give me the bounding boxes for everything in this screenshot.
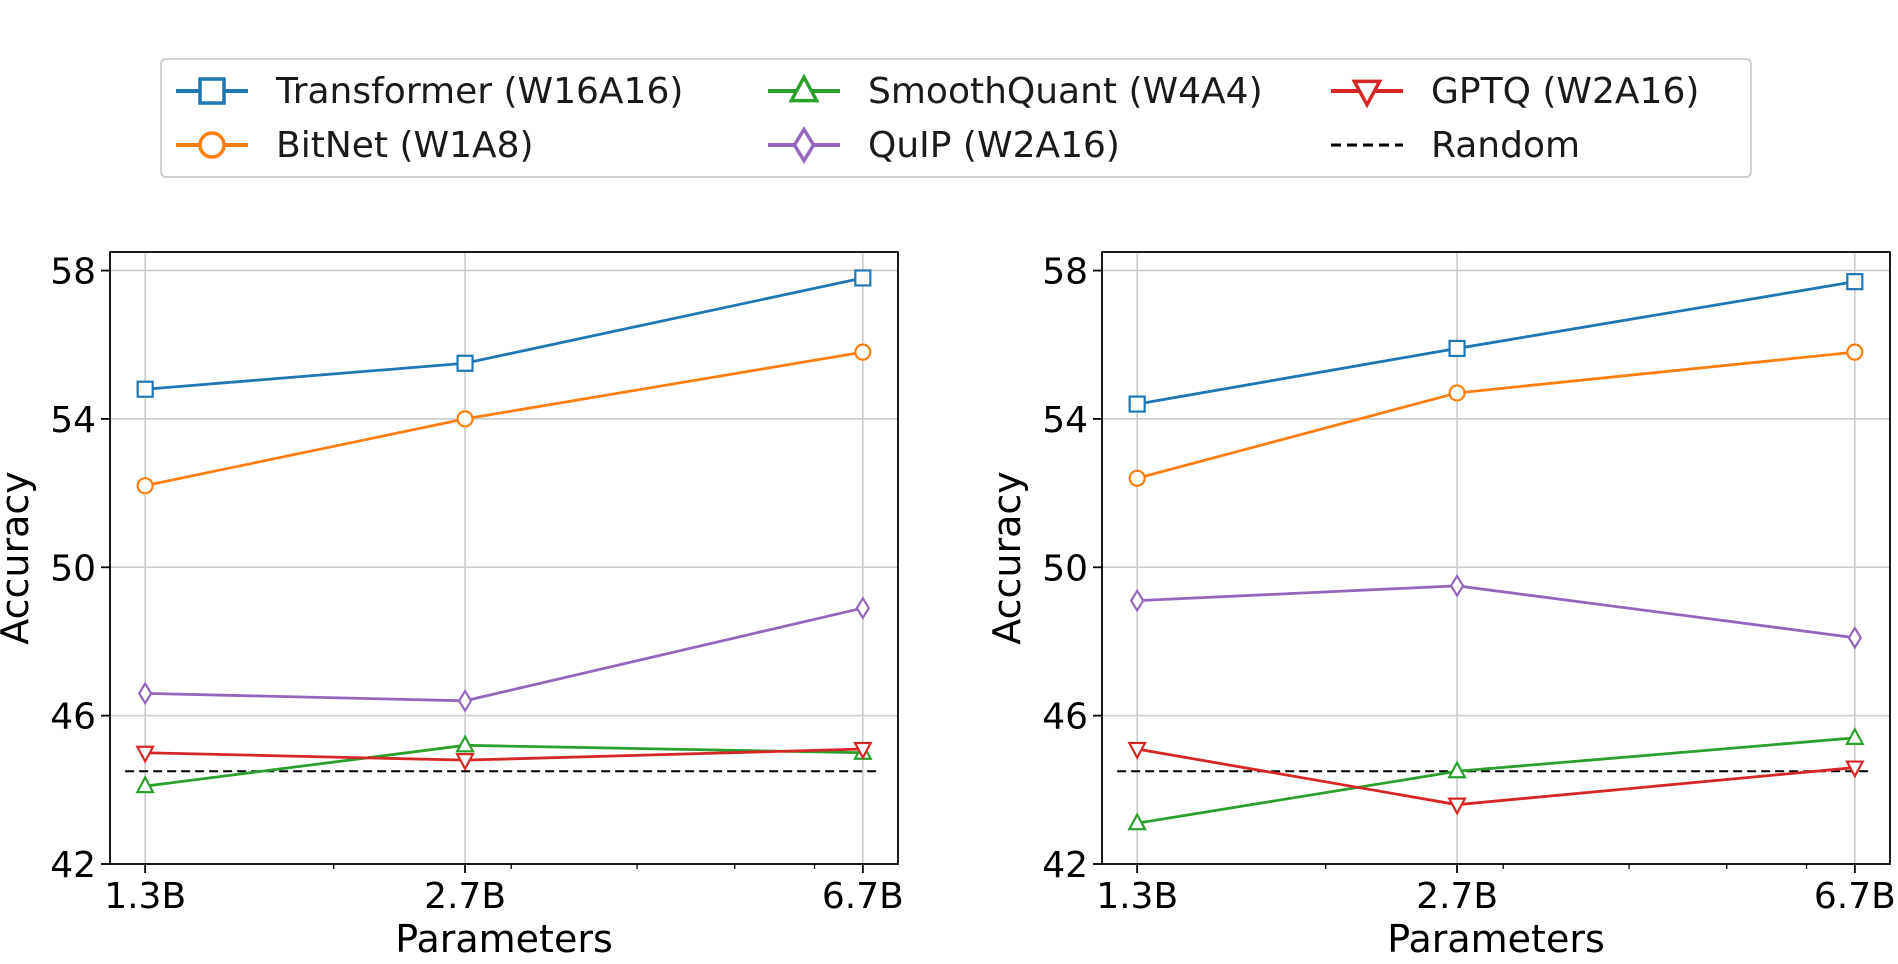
x-tick-label: 6.7B [1814,876,1896,917]
legend-swatch [768,126,840,164]
data-point-marker [1845,726,1865,745]
y-tick-label: 46 [1042,697,1088,738]
y-tick-label: 58 [1042,252,1088,293]
data-point-marker [135,775,155,794]
data-point-marker [854,343,872,361]
series-bitnet [136,343,872,495]
plot-frame [1101,251,1891,865]
x-axis-label: Parameters [1387,917,1605,961]
series-bitnet [1128,343,1864,487]
data-point-marker [1128,469,1146,487]
y-axis-label: Accuracy [985,471,1029,645]
legend-item: GPTQ (W2A16) [1327,64,1699,118]
data-point-marker [1447,760,1467,779]
y-tick-label: 54 [50,400,96,441]
legend-marker-icon [198,131,226,159]
legend-swatch [176,131,248,159]
data-point-marker [455,734,475,753]
data-point-marker [1127,812,1147,831]
data-point-marker [1127,741,1147,760]
data-point-marker [137,681,153,706]
legend-swatch [768,73,840,103]
x-tick-label: 1.3B [104,876,186,917]
legend: Transformer (W16A16) BitNet (W1A8) SmoothQ… [160,58,1752,178]
x-tick-label: 6.7B [822,876,904,917]
series-line [1137,584,1856,640]
legend-label: QuIP (W2A16) [868,124,1120,166]
series-quip [1129,573,1863,650]
data-point-marker [1447,797,1467,816]
series-line [1136,736,1855,825]
legend-label: Random [1431,124,1581,166]
data-point-marker [457,688,473,713]
legend-label: SmoothQuant (W4A4) [868,70,1263,112]
x-tick-label: 2.7B [1416,876,1498,917]
data-point-marker [1449,573,1465,598]
data-point-marker [854,269,872,287]
series-line [145,276,864,391]
y-tick-label: 50 [1042,548,1088,589]
legend-swatch [1331,143,1403,147]
series-smoothquant [1127,726,1865,831]
data-point-marker [1128,395,1146,413]
y-tick-label: 42 [1042,845,1088,886]
legend-item: Random [1327,118,1580,172]
legend-item: QuIP (W2A16) [764,118,1120,172]
legend-marker-icon [1351,79,1383,109]
plot-frame [109,251,899,865]
data-point-marker [1846,343,1864,361]
series-line [145,747,863,762]
legend-swatch [176,77,248,105]
data-point-marker [456,354,474,372]
series-transformer [136,269,872,398]
series-smoothquant [135,734,873,794]
data-point-marker [853,741,873,760]
data-point-marker [1129,588,1145,613]
legend-item: BitNet (W1A8) [172,118,534,172]
data-point-marker [1448,339,1466,358]
series-quip [137,596,871,713]
data-point-marker [1845,760,1865,779]
data-point-marker [855,596,871,620]
data-point-marker [1847,625,1863,650]
y-tick-label: 50 [50,548,96,589]
data-point-marker [1448,384,1466,402]
legend-swatch [1331,79,1403,109]
data-point-marker [135,745,155,764]
chart-panel-2: 1.3B 2.7B 6.7B 42 46 50 54 58 Parameters Accuracy [985,251,1896,961]
series-line [145,606,864,703]
series-gptq [135,741,873,772]
series-line [1136,280,1856,406]
series-line [1136,747,1855,807]
data-point-marker [136,380,154,398]
y-tick-label: 58 [50,252,96,293]
y-tick-label: 54 [1042,400,1088,441]
x-tick-label: 2.7B [424,876,506,917]
legend-label: BitNet (W1A8) [276,124,534,166]
y-axis-label: Accuracy [0,471,37,645]
legend-label: GPTQ (W2A16) [1431,70,1700,112]
data-point-marker [456,410,474,428]
legend-item: Transformer (W16A16) [172,64,683,118]
y-tick-label: 46 [50,697,96,738]
data-point-marker [136,477,154,495]
x-tick-label: 1.3B [1096,876,1178,917]
series-line [1136,350,1855,480]
y-tick-label: 42 [50,845,96,886]
series-transformer [1128,273,1864,413]
x-axis-label: Parameters [395,917,613,961]
legend-label: Transformer (W16A16) [276,70,684,112]
legend-marker-icon [788,73,820,103]
data-point-marker [1846,273,1864,291]
legend-item: SmoothQuant (W4A4) [764,64,1263,118]
series-gptq [1127,741,1865,816]
legend-marker-icon [198,77,226,105]
data-point-marker [455,753,475,772]
legend-marker-icon [792,126,816,164]
chart-panel-1: 1.3B 2.7B 6.7B 42 46 50 54 58 Parameters Accuracy [0,251,904,961]
